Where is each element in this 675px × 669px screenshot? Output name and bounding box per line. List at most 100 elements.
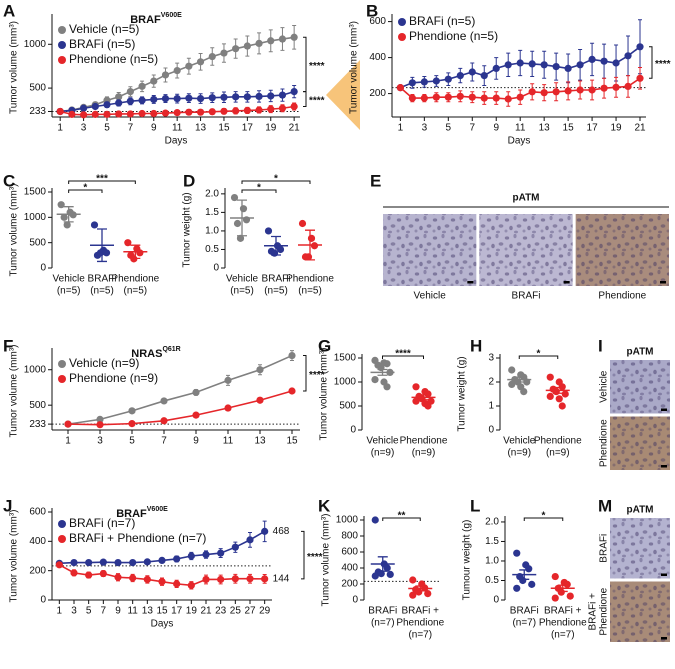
data-point [492, 94, 500, 102]
value-label: 468 [273, 526, 290, 537]
data-point [371, 376, 379, 384]
significance-bracket [382, 517, 421, 521]
legend-label: BRAFi (n=5) [409, 14, 475, 28]
y-tick-label: 1500 [24, 187, 47, 198]
data-point [288, 351, 296, 360]
y-tick-label: 200 [369, 88, 386, 99]
data-point [57, 201, 65, 209]
image-title: pATM [512, 193, 539, 204]
data-point [85, 559, 93, 567]
legend-marker [58, 520, 66, 528]
data-point [91, 102, 99, 111]
x-tick-label: 5 [446, 123, 452, 134]
significance-bracket [241, 180, 311, 184]
data-point [150, 77, 158, 85]
data-point [185, 62, 193, 70]
data-point [114, 559, 122, 567]
x-tick-label: 19 [265, 123, 277, 134]
chart-title: BRAFV600E [130, 12, 182, 26]
significance-label: **** [655, 59, 671, 70]
y-tick-label: 1000 [336, 515, 359, 526]
histology-texture [610, 518, 670, 579]
data-point [187, 552, 195, 560]
data-point [99, 558, 107, 566]
data-point [128, 420, 136, 428]
data-point [424, 590, 432, 598]
data-point [99, 570, 107, 578]
data-point [612, 59, 620, 67]
data-point [187, 581, 195, 589]
legend-marker [58, 56, 66, 64]
data-point [220, 93, 228, 101]
category-label: (n=9) [371, 448, 395, 459]
image-label: Vehicle [414, 291, 447, 302]
data-point [161, 71, 170, 79]
data-point [409, 591, 417, 599]
x-tick-label: 3 [422, 123, 428, 134]
data-point [424, 402, 432, 410]
category-label: BRAFi [510, 606, 539, 617]
data-point [444, 75, 452, 83]
x-tick-label: 27 [244, 606, 256, 617]
y-tick-label: 1.0 [205, 226, 219, 237]
data-point [230, 193, 239, 202]
y-tick-label: 400 [29, 536, 46, 547]
data-point [516, 59, 524, 67]
error-bar [237, 199, 247, 237]
y-axis-label: Tumor volume (mm³) [321, 514, 332, 607]
data-point [298, 219, 307, 228]
data-point [255, 92, 263, 101]
data-point [70, 559, 78, 567]
data-point [551, 572, 559, 581]
x-tick-label: 15 [563, 123, 575, 134]
y-tick-label: 400 [369, 52, 386, 63]
x-tick-label: 11 [223, 436, 234, 447]
x-tick-label: 11 [172, 123, 183, 134]
data-point [555, 395, 563, 403]
y-axis-label: Tumor volume (mm³) [9, 510, 20, 603]
error-bar [130, 244, 141, 260]
data-point [412, 383, 420, 391]
data-point [126, 97, 134, 105]
data-point [561, 390, 569, 398]
data-point [624, 82, 632, 90]
histology-texture [610, 360, 670, 414]
legend-label: Vehicle (n=5) [69, 22, 139, 36]
data-point [566, 592, 574, 600]
data-point [136, 249, 144, 257]
series-line [67, 390, 293, 426]
data-point [158, 578, 166, 586]
category-label: (n=5) [230, 286, 254, 297]
image-label: Phendione [598, 291, 646, 302]
data-point [412, 397, 420, 405]
y-tick-label: 1.0 [485, 556, 499, 567]
y-tick-label: 600 [369, 16, 386, 27]
x-tick-label: 7 [161, 436, 167, 447]
x-tick-label: 1 [57, 606, 63, 617]
histology-texture [575, 214, 669, 286]
title-main: NRAS [131, 348, 162, 360]
data-point [636, 74, 644, 82]
data-point [55, 561, 63, 569]
data-point [63, 221, 71, 229]
error-bar [418, 394, 429, 401]
panel-letter: F [3, 336, 13, 355]
image-label: Phendione [599, 587, 610, 635]
legend-marker [58, 375, 66, 383]
data-point [79, 104, 88, 112]
data-point [96, 415, 104, 423]
data-point [519, 576, 527, 585]
y-tick-label: 0 [40, 263, 46, 274]
data-point [546, 392, 554, 400]
data-point [256, 396, 264, 404]
data-point [576, 61, 584, 69]
data-point [114, 573, 122, 581]
category-label: (n=5) [124, 286, 148, 297]
y-tick-label: 1.5 [205, 207, 219, 218]
y-axis-label: Tumor volume (mm³) [9, 345, 20, 438]
x-tick-label: 3 [71, 606, 77, 617]
data-point [173, 580, 181, 588]
significance-bracket [301, 530, 305, 580]
data-point [126, 87, 134, 96]
data-point [79, 111, 88, 119]
